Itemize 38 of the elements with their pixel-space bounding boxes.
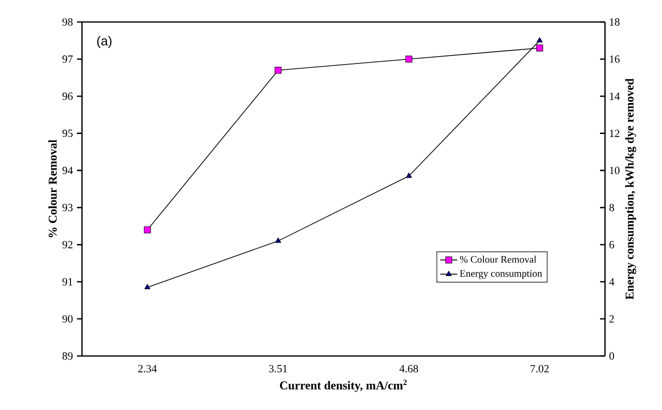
y2-tick-label: 4	[609, 278, 614, 286]
y2-tick-label: 8	[609, 204, 614, 212]
x-axis-title: Current density, mA/cm$^{2}$	[280, 380, 407, 392]
y2-axis-title: Energy consumption, kWh/kg dye removed	[625, 78, 636, 300]
y2-tick-label: 12	[610, 130, 620, 137]
y2-tick-label: 2	[609, 315, 614, 323]
y-tick-label: 93	[62, 204, 73, 212]
y-axis-title: % Colour Removal	[48, 140, 57, 238]
y-tick-label: 92	[62, 240, 72, 248]
point	[406, 172, 412, 178]
legend-label: % Colour Removal	[460, 256, 536, 263]
y2-tick-label: 6	[609, 240, 614, 248]
y2-tick-label: 14	[610, 92, 620, 100]
y-tick-label: 94	[62, 166, 73, 174]
y2-tick-label: 18	[610, 18, 620, 26]
legend-label: Energy consumption	[460, 270, 542, 279]
x-tick-label: 2.34	[138, 364, 157, 372]
point	[536, 37, 543, 42]
y-tick-label: 90	[62, 315, 73, 323]
y-tick-label: 96	[62, 92, 73, 100]
point	[144, 284, 150, 290]
point	[405, 56, 412, 63]
x-tick-label: 4.68	[400, 364, 418, 372]
y2-tick-label: 0	[609, 352, 614, 360]
point	[144, 226, 151, 234]
x-tick-label: 7.02	[530, 364, 549, 372]
point	[536, 44, 544, 52]
x-tick-label: 3.51	[269, 364, 288, 372]
y-tick-label: 97	[62, 55, 73, 63]
y-tick-label: 95	[62, 130, 73, 138]
y-tick-label: 98	[62, 18, 73, 26]
point	[274, 66, 282, 74]
annotation: (a)	[97, 36, 112, 48]
y2-tick-label: 10	[610, 166, 620, 174]
y2-tick-label: 16	[610, 55, 620, 63]
point	[275, 238, 282, 243]
y-tick-label: 89	[62, 352, 73, 360]
y-tick-label: 91	[62, 278, 72, 286]
